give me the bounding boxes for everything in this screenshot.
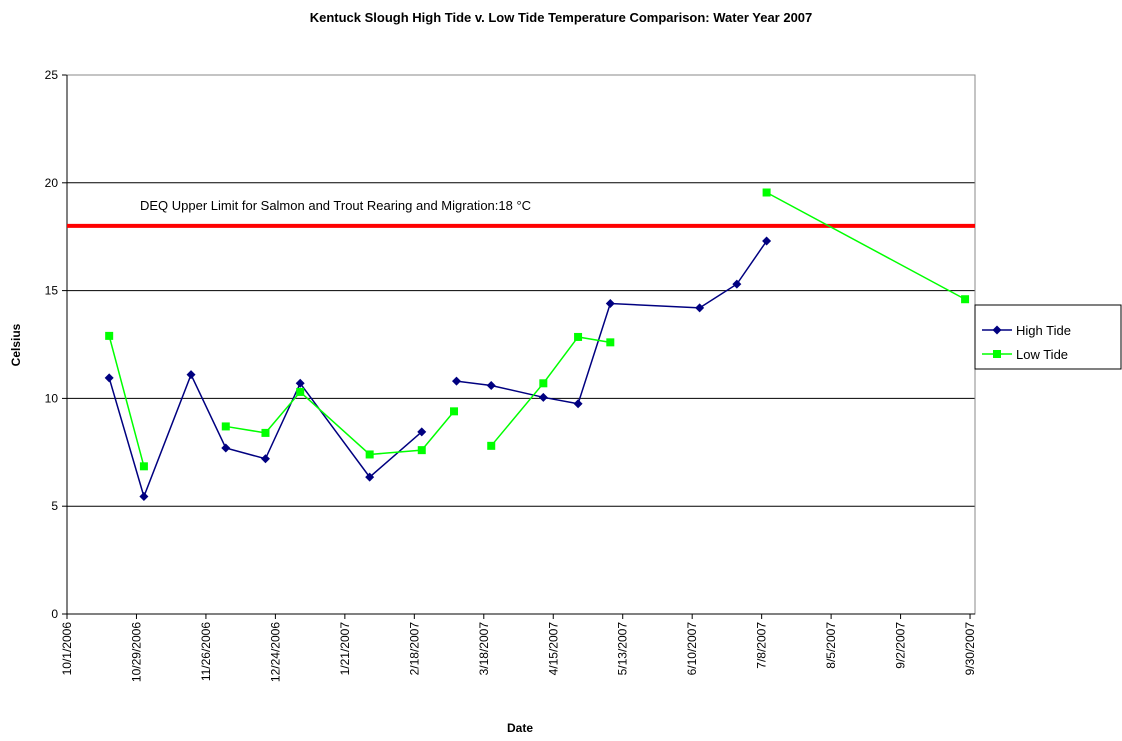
x-tick-label: 11/26/2006 <box>199 622 213 681</box>
y-axis-title: Celsius <box>9 323 23 366</box>
point <box>365 472 375 482</box>
x-tick-label: 5/13/2007 <box>616 622 630 676</box>
plot-area <box>66 74 976 615</box>
y-tick-label: 5 <box>51 499 58 513</box>
reference-label: DEQ Upper Limit for Salmon and Trout Rea… <box>140 198 531 213</box>
x-tick-label: 10/29/2006 <box>129 622 143 682</box>
y-tick-label: 15 <box>45 284 59 298</box>
point <box>139 491 149 501</box>
point <box>486 380 496 390</box>
x-tick-label: 1/21/2007 <box>338 622 352 676</box>
y-tick-label: 10 <box>45 391 59 405</box>
point <box>487 441 496 450</box>
x-tick-label: 6/10/2007 <box>685 622 699 676</box>
point <box>538 392 548 402</box>
point <box>105 331 114 340</box>
y-tick-label: 0 <box>51 607 58 621</box>
point <box>104 373 114 383</box>
point <box>221 422 230 431</box>
y-tick-label: 25 <box>45 68 59 82</box>
point <box>695 303 705 313</box>
point <box>450 407 459 416</box>
x-tick-label: 12/24/2006 <box>268 622 282 682</box>
point <box>993 350 1001 358</box>
point <box>961 295 970 304</box>
point <box>186 370 196 380</box>
x-tick-label: 2/18/2007 <box>407 622 421 676</box>
point <box>365 450 374 459</box>
x-tick-label: 9/30/2007 <box>963 622 977 676</box>
point <box>417 427 427 437</box>
point <box>221 443 231 453</box>
chart-title: Kentuck Slough High Tide v. Low Tide Tem… <box>310 10 813 25</box>
point <box>574 332 583 341</box>
legend-box <box>974 304 1122 370</box>
point <box>539 379 548 388</box>
point <box>417 446 426 455</box>
point <box>451 376 461 386</box>
point <box>605 299 615 309</box>
legend-label: High Tide <box>1016 323 1071 338</box>
x-tick-label: 10/1/2006 <box>60 622 74 676</box>
point <box>260 454 270 464</box>
point <box>606 338 615 347</box>
point <box>992 325 1002 335</box>
point <box>762 236 772 246</box>
point <box>296 387 305 396</box>
point <box>295 378 305 388</box>
x-tick-label: 9/2/2007 <box>894 622 908 669</box>
series-line <box>108 191 966 467</box>
x-tick-label: 8/5/2007 <box>824 622 838 669</box>
x-axis-title: Date <box>507 721 533 735</box>
y-tick-label: 20 <box>45 176 59 190</box>
x-tick-label: 4/15/2007 <box>546 622 560 676</box>
series-line <box>108 240 768 499</box>
x-tick-label: 3/18/2007 <box>477 622 491 676</box>
point <box>732 279 742 289</box>
point <box>261 428 270 437</box>
point <box>762 188 771 197</box>
x-tick-label: 7/8/2007 <box>755 622 769 669</box>
point <box>573 399 583 409</box>
point <box>139 462 148 471</box>
legend-label: Low Tide <box>1016 347 1068 362</box>
